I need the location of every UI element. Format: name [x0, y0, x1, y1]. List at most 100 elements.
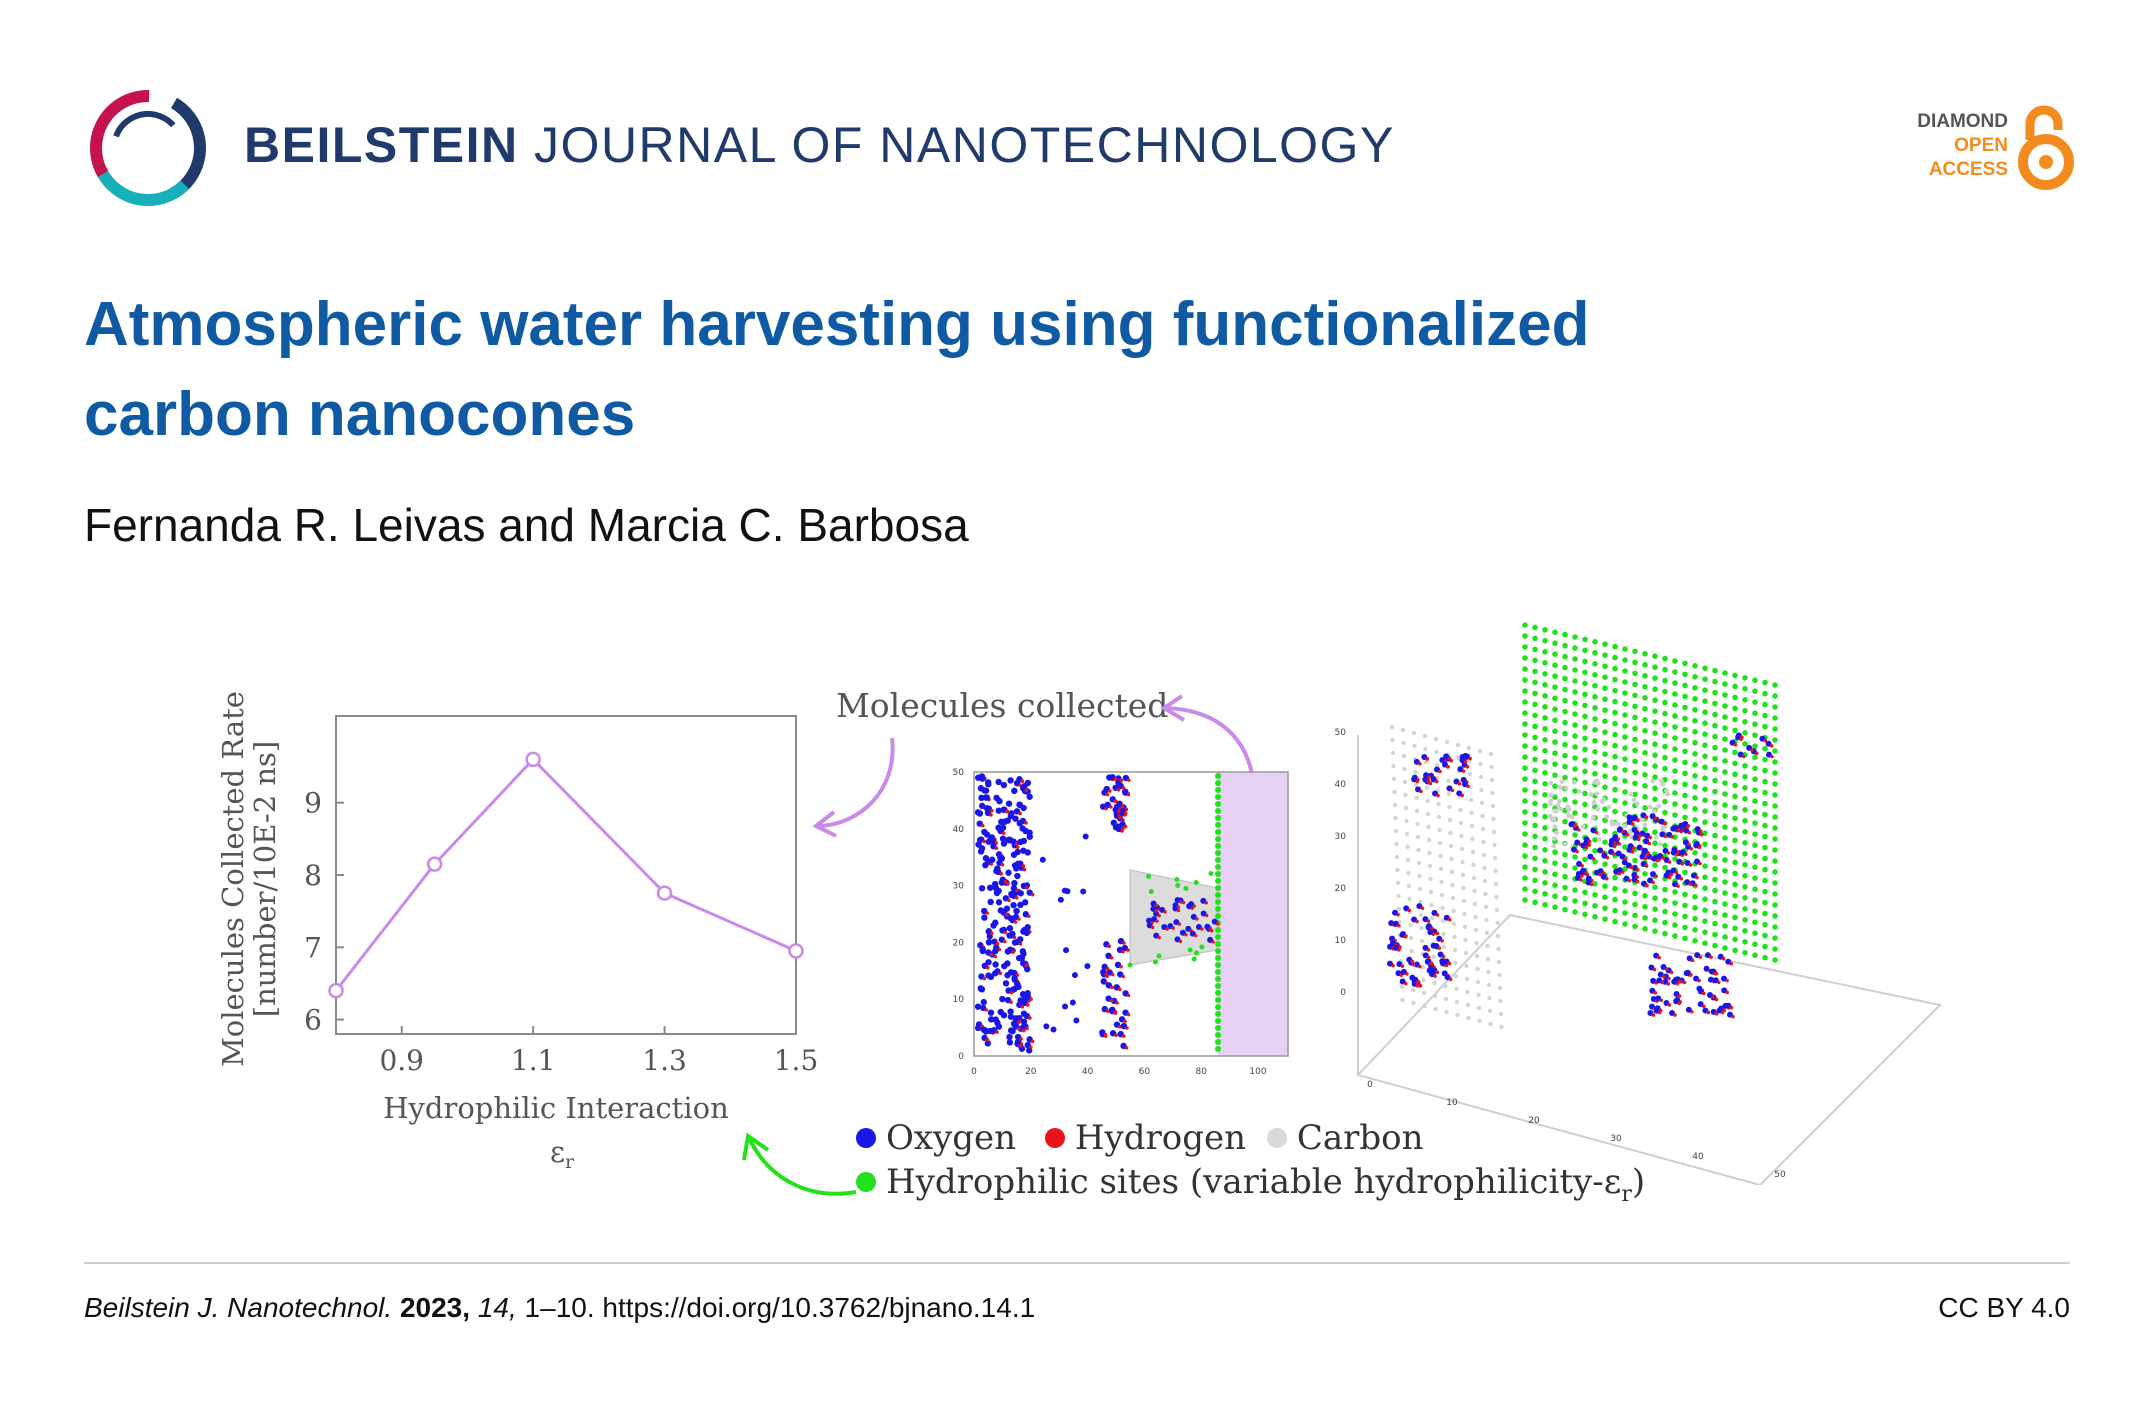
hydrophilic-site: [1602, 663, 1608, 669]
hydrophilic-site: [1592, 661, 1598, 667]
hydrogen-atom: [1674, 870, 1679, 875]
carbon-atom: [1557, 798, 1562, 804]
hydrogen-atom: [1461, 769, 1466, 773]
hydrophilic-site: [1572, 689, 1578, 695]
hydrophilic-site: [1622, 723, 1628, 729]
hydrophilic-site: [1632, 857, 1638, 864]
hydrogen-atom: [1426, 919, 1431, 923]
hydrophilic-site: [1552, 739, 1558, 745]
carbon-atom: [1466, 1015, 1471, 1021]
hydrophilic-site: [1612, 731, 1618, 738]
hydrophilic-site: [1552, 728, 1558, 734]
carbon-atom: [1467, 771, 1473, 777]
hydrophilic-site: [1582, 779, 1588, 786]
hydrogen-atom: [1017, 1026, 1021, 1031]
carbon-atom: [1399, 984, 1405, 990]
hydrogen-atom: [1103, 1032, 1108, 1037]
carbon-atom: [1552, 836, 1557, 841]
citation-pages-doi[interactable]: 1–10. https://doi.org/10.3762/bjnano.14.…: [524, 1292, 1036, 1323]
hydrogen-atom: [1580, 874, 1584, 878]
oxygen-atom: [982, 787, 990, 794]
hydrogen-atom: [1666, 851, 1671, 855]
hydrophilic-site: [1752, 864, 1758, 870]
carbon-atom: [1455, 1012, 1460, 1018]
open-lock-icon: [2018, 105, 2074, 190]
hydrophilic-site: [1762, 822, 1768, 829]
hydrophilic-site: [1183, 886, 1189, 891]
hydrophilic-site: [1652, 906, 1658, 912]
oxygen-atom: [1020, 1018, 1028, 1025]
hydrophilic-site: [1602, 729, 1608, 735]
hydrogen-atom: [985, 1038, 990, 1042]
hydrogen-atom: [1418, 984, 1423, 988]
carbon-atom: [1433, 1006, 1438, 1012]
hydrogen-atom: [1125, 1026, 1129, 1030]
hydrophilic-site: [1702, 786, 1708, 792]
hydrogen-atom: [1126, 948, 1130, 952]
hydrophilic-site: [1522, 721, 1528, 727]
hydrophilic-site: [1762, 899, 1768, 906]
hydrophilic-site: [1772, 759, 1778, 765]
hydrophilic-site: [1662, 688, 1668, 695]
hydrogen-atom: [1673, 1013, 1677, 1017]
hydrogen-atom: [1449, 758, 1454, 763]
hydrophilic-site: [1682, 748, 1688, 755]
hydrogen-atom: [984, 1008, 988, 1012]
hydrophilic-site: [1612, 764, 1618, 771]
hydrogen-atom: [1584, 871, 1588, 875]
hydrogen-atom: [1178, 939, 1183, 944]
hydrogen-atom: [1216, 921, 1220, 926]
carbon-atom: [1441, 944, 1447, 950]
oxygen-atom: [978, 986, 986, 993]
hydrophilic-site: [1752, 919, 1758, 925]
hydrophilic-site: [1752, 886, 1758, 892]
badge-diamond: DIAMOND: [1917, 111, 2008, 132]
hydrogen-atom: [1433, 974, 1437, 978]
hydrophilic-site: [1612, 676, 1618, 683]
hydrophilic-site: [1632, 901, 1638, 908]
carbon-atom: [1438, 853, 1443, 859]
hydrophilic-site: [1762, 844, 1768, 851]
hydrogen-atom: [1150, 920, 1154, 925]
hydrophilic-site: [1215, 794, 1221, 800]
hydrophilic-site: [1532, 833, 1538, 840]
hydrogen-atom: [1435, 970, 1440, 975]
hydrogen-atom: [1204, 913, 1209, 918]
hydrogen-atom: [1675, 852, 1679, 857]
hydrophilic-site: [1208, 871, 1214, 876]
hydrophilic-site: [1682, 869, 1688, 876]
hydrogen-atom: [1636, 818, 1640, 823]
oxygen-atom: [1005, 836, 1012, 844]
collection-rate-chart: 0.9 1.1 1.3 1.5 6 7 8 9 Molecules Collected Rat…: [216, 691, 818, 1173]
hydrophilic-site: [1702, 929, 1708, 935]
hydrophilic-site: [1582, 647, 1588, 654]
hydrophilic-site: [1712, 777, 1718, 784]
hydrophilic-site: [1712, 711, 1718, 718]
hydrophilic-site: [1702, 907, 1708, 913]
carbon-atom: [1486, 982, 1492, 988]
carbon-atom: [1576, 789, 1582, 794]
license[interactable]: CC BY 4.0: [1938, 1292, 2070, 1323]
snapshot-y-tick: 40: [953, 825, 965, 835]
hydrogen-atom: [1021, 1028, 1026, 1033]
hydrophilic-site: [1522, 897, 1528, 903]
hydrophilic-site: [1712, 931, 1718, 938]
hydrophilic-site: [1552, 750, 1558, 756]
oxygen-atom: [989, 856, 996, 863]
hydrophilic-site: [1732, 760, 1738, 767]
hydrophilic-site: [1552, 904, 1558, 910]
hydrophilic-site: [1672, 933, 1678, 939]
carbon-atom: [1547, 801, 1553, 807]
hydrogen-atom: [1211, 940, 1215, 944]
hydrophilic-site: [1652, 752, 1658, 758]
hydrophilic-site: [1522, 677, 1528, 683]
legend-carbon: Carbon: [1296, 1118, 1424, 1158]
hydrogen-atom: [1733, 743, 1738, 747]
hydrogen-atom: [1016, 845, 1020, 850]
hydrophilic-site: [1632, 912, 1638, 919]
hydrogen-atom: [1617, 871, 1622, 876]
hydrophilic-site: [1622, 745, 1628, 751]
oxygen-atom: [995, 899, 1003, 906]
hydrogen-atom: [1006, 882, 1010, 886]
carbon-atom: [1422, 1003, 1427, 1009]
